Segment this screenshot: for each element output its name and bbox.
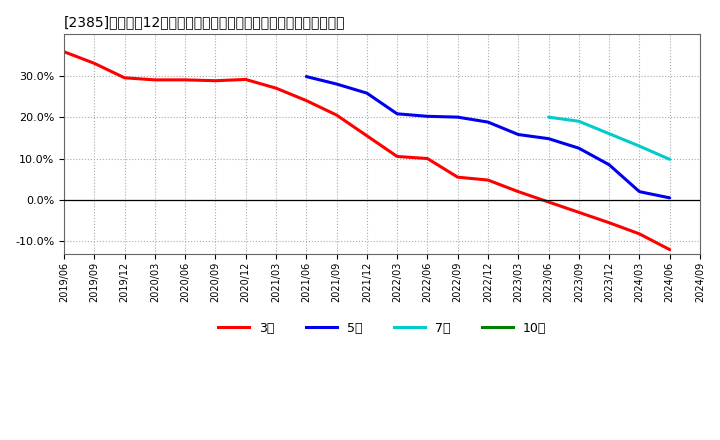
Legend: 3年, 5年, 7年, 10年: 3年, 5年, 7年, 10年 (212, 317, 552, 340)
Text: [2385]　売上高12か月移動合計の対前年同期増減率の平均値の推移: [2385] 売上高12か月移動合計の対前年同期増減率の平均値の推移 (64, 15, 346, 29)
